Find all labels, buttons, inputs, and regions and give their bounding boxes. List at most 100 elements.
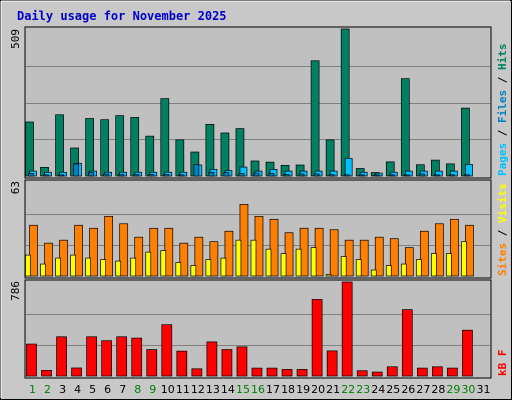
sites-bar [400,263,407,277]
sites-bar [325,274,332,277]
pages-bar [148,174,155,177]
files-bar [344,158,353,177]
day-label: 20 [311,383,325,396]
pages-bar [464,174,470,177]
pages-bar [449,174,455,177]
sites-bar [160,250,167,277]
day-label: 13 [206,383,220,396]
kbf-bar [236,346,248,377]
pages-bar [328,174,335,177]
pages-bar [403,174,410,177]
kbf-bar [146,349,158,377]
legend-hits: Hits [496,44,509,71]
visits-bar [194,236,204,277]
visits-bar [89,227,98,277]
sites-bar [250,239,257,277]
hits-bar [325,139,335,177]
day-label: 19 [296,383,310,396]
kbf-bar [176,350,188,377]
visits-bar [209,241,219,277]
hits-bar [205,123,215,177]
day-label: 9 [149,383,156,396]
pages-bar [208,171,215,177]
day-label: 4 [74,383,81,396]
visits-bar [419,230,429,277]
kbf-bar [356,370,368,377]
sites-bar [115,260,122,277]
day-label: 1 [29,383,36,396]
visits-bar [29,224,38,277]
visits-bar [44,242,53,277]
sites-bar [265,248,272,277]
pages-bar [434,174,440,177]
sites-bar [220,257,227,277]
hits-bar [145,135,155,177]
pages-bar [118,174,125,177]
kbf-bar [251,367,263,377]
day-label: 17 [266,383,280,396]
day-label: 18 [281,383,295,396]
hits-bar [25,121,34,177]
day-label: 24 [371,383,385,396]
pages-bar [193,164,200,177]
day-label: 15 [236,383,250,396]
sites-bar [130,257,137,277]
visits-bar [329,229,339,277]
kbf-bar [401,309,413,377]
kbf-bar [296,369,308,377]
legend-files: Files [496,90,509,123]
kbf-bar [447,367,458,377]
pages-bar [373,174,380,177]
sites-bar [175,262,182,277]
visits-bar [450,218,459,277]
pages-bar [43,174,49,177]
day-label: 25 [386,383,400,396]
sites-bar [55,257,61,277]
pages-bar [58,174,64,177]
sites-bar [25,254,31,277]
kbf-bar [131,337,143,377]
panel3-legend: kB F [496,350,509,377]
pages-bar [388,174,395,177]
pages-bar [28,173,34,177]
pages-bar [163,174,170,177]
sites-bar [280,253,287,277]
files-bar [465,164,473,177]
visits-bar [435,223,444,277]
panel2-ymax-label: 63 [9,181,22,194]
sites-bar [431,253,437,277]
visits-bar [104,215,114,277]
kbf-bar [206,341,218,377]
kbf-bar [386,366,398,377]
day-label: 23 [356,383,370,396]
pages-bar [298,173,305,177]
kbf-bar [56,336,67,377]
hits-bar [55,114,64,177]
sites-bar [340,256,347,277]
panel-1-background [24,26,492,179]
visits-bar [269,218,279,277]
pages-bar [358,174,365,177]
hits-bar [115,115,125,177]
day-label: 6 [104,383,111,396]
visits-bar [374,236,384,277]
kbf-bar [341,281,353,377]
kbf-bar [266,367,278,377]
kbf-bar [311,299,323,377]
sites-bar [190,265,197,277]
pages-bar [178,174,185,177]
kbf-bar [101,340,113,377]
hits-bar [130,117,140,177]
sites-bar [235,239,242,277]
kbf-bar [86,336,97,377]
pages-bar [268,173,275,177]
visits-bar [389,238,399,277]
sites-bar [205,259,212,277]
sites-bar [145,251,152,277]
pages-bar [283,174,290,177]
pages-bar [343,174,350,177]
pages-bar [223,172,230,177]
day-label: 2 [44,383,51,396]
